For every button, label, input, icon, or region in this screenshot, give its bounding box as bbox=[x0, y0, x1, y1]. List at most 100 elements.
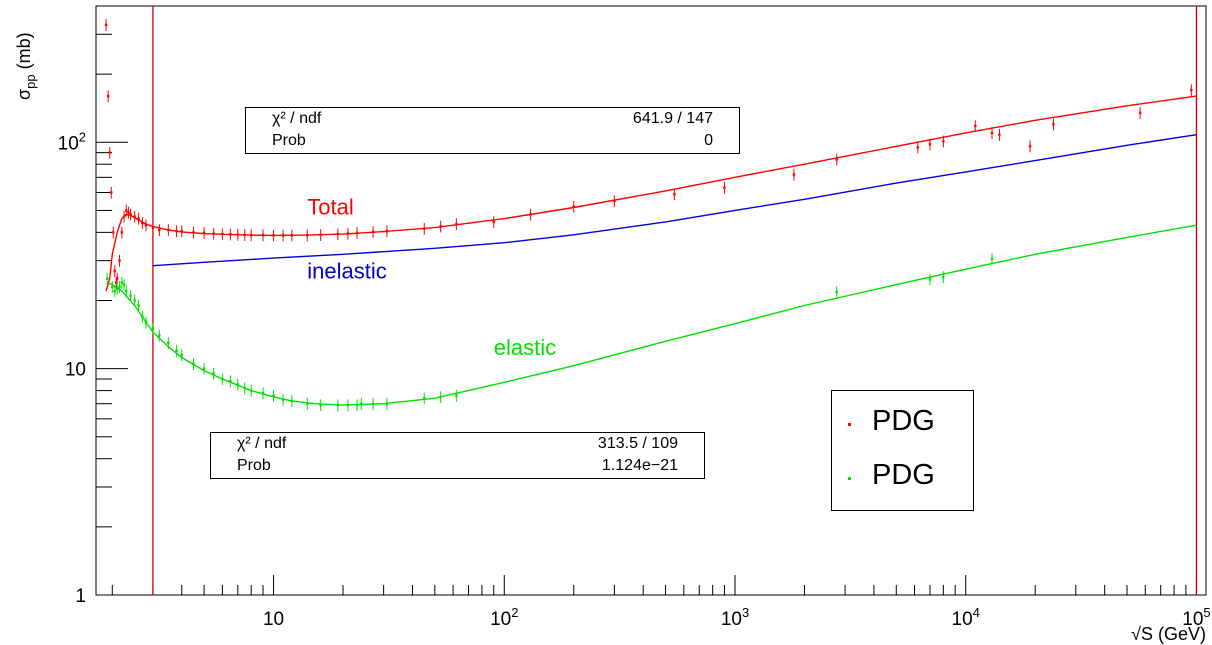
y-axis-title-main: σ bbox=[14, 89, 34, 100]
tick-label-base: 10 bbox=[65, 360, 86, 381]
stat-row: χ² / ndf 641.9 / 147 bbox=[272, 110, 713, 130]
data-point bbox=[916, 146, 920, 149]
stat-name: χ² / ndf bbox=[237, 435, 287, 452]
data-point bbox=[243, 386, 246, 390]
tick-label-exponent: 2 bbox=[79, 129, 86, 144]
data-point bbox=[423, 397, 426, 400]
x-tick-label: 102 bbox=[490, 605, 518, 630]
data-point bbox=[115, 281, 118, 284]
curve-annotations: Total inelastic elastic bbox=[307, 194, 556, 359]
data-point bbox=[336, 403, 340, 407]
stat-name: Prob bbox=[272, 132, 306, 149]
data-point bbox=[572, 205, 575, 208]
axis-ticks bbox=[96, 5, 1197, 596]
curve-annotation: elastic bbox=[494, 335, 556, 360]
x-tick-label: 104 bbox=[952, 605, 980, 630]
data-point bbox=[673, 192, 676, 196]
data-point bbox=[249, 233, 253, 237]
data-point bbox=[355, 231, 359, 235]
data-point bbox=[202, 231, 206, 235]
data-point bbox=[105, 277, 109, 280]
data-point bbox=[439, 395, 442, 399]
data-point bbox=[360, 402, 363, 405]
data-point bbox=[990, 257, 994, 260]
data-point bbox=[928, 143, 932, 146]
data-point bbox=[346, 232, 350, 235]
data-point bbox=[613, 199, 616, 203]
data-point bbox=[133, 299, 136, 302]
data-point bbox=[120, 281, 124, 284]
data-point bbox=[261, 233, 265, 237]
curve-annotation: Total bbox=[307, 194, 353, 219]
tick-label-base: 10 bbox=[1182, 609, 1203, 630]
data-point bbox=[144, 224, 148, 227]
vertical-lines bbox=[152, 6, 1198, 595]
legend-marker bbox=[848, 423, 851, 426]
data-point bbox=[261, 391, 265, 395]
plot-frame bbox=[95, 5, 1207, 596]
legend-label: PDG bbox=[872, 459, 935, 491]
data-point bbox=[221, 377, 224, 381]
stat-value: 1.124e−21 bbox=[601, 457, 678, 474]
data-point bbox=[115, 287, 119, 291]
legend-entry-total: PDG bbox=[832, 405, 973, 445]
data-point bbox=[129, 213, 132, 216]
x-tick-label: 105 bbox=[1182, 605, 1210, 630]
data-point bbox=[1190, 88, 1193, 92]
data-point bbox=[221, 232, 224, 236]
data-point bbox=[115, 277, 119, 280]
data-point bbox=[192, 362, 195, 366]
data-point bbox=[229, 233, 232, 236]
data-point bbox=[108, 151, 111, 154]
legend-marker bbox=[848, 477, 851, 480]
data-point bbox=[306, 233, 309, 237]
data-point bbox=[180, 229, 183, 233]
data-point bbox=[346, 403, 350, 407]
data-point bbox=[158, 334, 161, 337]
data-point bbox=[106, 94, 110, 98]
data-point bbox=[141, 315, 144, 318]
tick-label-base: 10 bbox=[58, 133, 79, 154]
data-point bbox=[455, 394, 458, 397]
data-point bbox=[137, 304, 140, 307]
data-points bbox=[104, 19, 1193, 412]
data-point bbox=[529, 213, 532, 216]
y-tick-label: 102 bbox=[58, 129, 86, 154]
data-point bbox=[249, 389, 253, 392]
data-point bbox=[212, 232, 215, 235]
data-point bbox=[127, 211, 130, 214]
data-point bbox=[133, 215, 136, 218]
data-point bbox=[1138, 111, 1142, 114]
data-point bbox=[385, 402, 389, 405]
data-point bbox=[236, 233, 240, 236]
data-point bbox=[175, 229, 178, 233]
data-point bbox=[272, 234, 275, 237]
stat-value: 0 bbox=[704, 132, 713, 149]
data-point bbox=[151, 327, 155, 330]
data-point bbox=[371, 402, 375, 405]
x-axis-title: √S (GeV) bbox=[1131, 624, 1206, 644]
tick-label-base: 1 bbox=[75, 586, 86, 607]
data-point bbox=[942, 275, 945, 279]
data-point bbox=[104, 23, 108, 27]
data-point bbox=[974, 124, 977, 128]
data-point bbox=[158, 228, 161, 232]
stat-row: χ² / ndf 313.5 / 109 bbox=[237, 435, 678, 455]
data-point bbox=[125, 209, 128, 212]
data-point bbox=[835, 290, 838, 294]
tick-label-base: 10 bbox=[263, 609, 284, 630]
data-point bbox=[212, 372, 215, 375]
stat-value: 313.5 / 109 bbox=[597, 435, 678, 452]
data-point bbox=[792, 173, 796, 176]
data-point bbox=[723, 186, 726, 189]
data-point bbox=[319, 403, 322, 407]
y-axis-title-unit: (mb) bbox=[14, 32, 34, 74]
tick-label-exponent: 5 bbox=[1203, 605, 1210, 620]
fit-curve bbox=[106, 224, 1197, 406]
data-point bbox=[306, 402, 309, 405]
data-point bbox=[175, 349, 178, 352]
legend: PDG PDG bbox=[831, 390, 974, 511]
data-point bbox=[281, 398, 285, 401]
